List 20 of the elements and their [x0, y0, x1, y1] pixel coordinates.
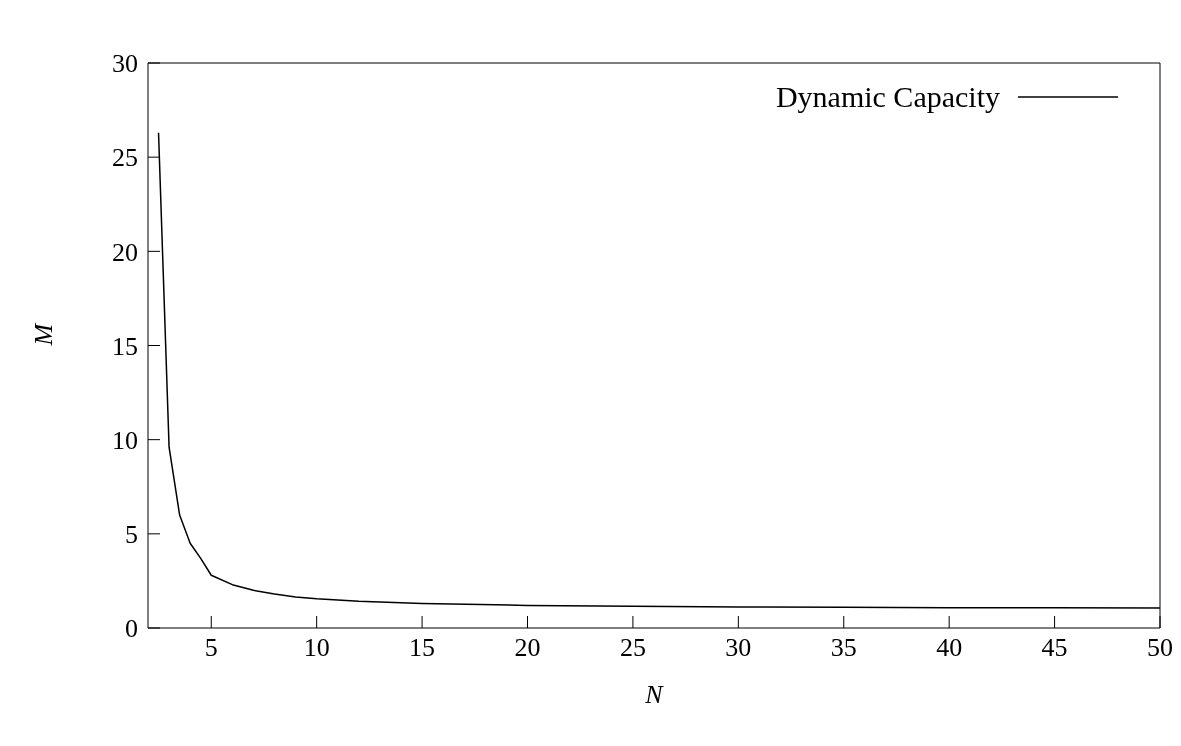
y-tick-label: 15	[112, 331, 138, 361]
x-tick-label: 45	[1041, 633, 1068, 663]
y-axis-title: M	[29, 322, 59, 347]
x-tick-label: 30	[725, 633, 752, 663]
y-tick-label: 10	[112, 425, 138, 455]
x-tick-label: 15	[409, 633, 436, 663]
y-tick-label: 25	[112, 143, 138, 173]
legend-label: Dynamic Capacity	[775, 80, 1000, 114]
y-tick-label: 20	[112, 237, 138, 267]
x-tick-label: 35	[830, 633, 857, 663]
y-tick-label: 30	[112, 49, 138, 79]
x-tick-label: 20	[514, 633, 541, 663]
y-tick-label: 5	[125, 520, 138, 550]
y-tick-label: 0	[125, 614, 138, 644]
x-tick-label: 5	[204, 633, 218, 663]
x-tick-label: 25	[619, 633, 646, 663]
x-tick-label: 50	[1147, 633, 1173, 663]
x-tick-label: 10	[303, 633, 330, 663]
x-axis-title: N	[644, 680, 665, 709]
x-tick-label: 40	[936, 633, 963, 663]
